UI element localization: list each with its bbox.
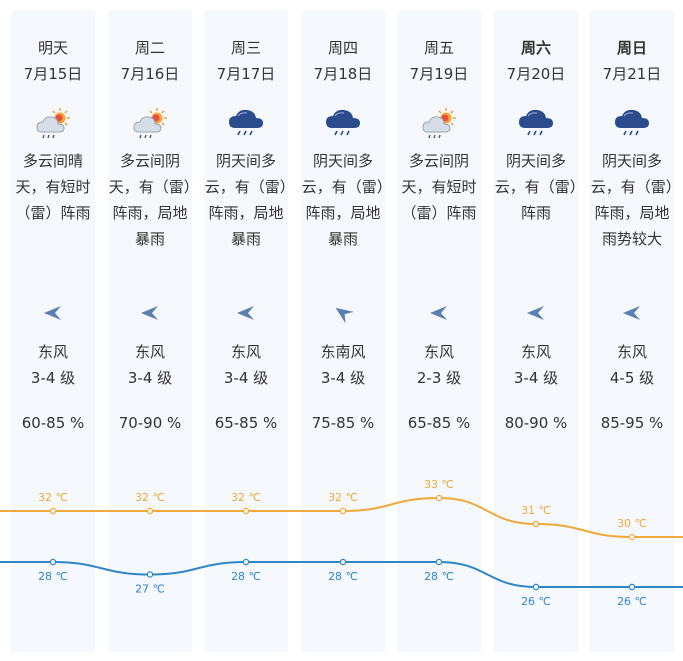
- high-temp-label: 32 ℃: [38, 491, 68, 504]
- wind-direction: 东风: [423, 343, 454, 361]
- thunderstorm-cloud-icon: [323, 106, 363, 142]
- low-temp-label: 26 ℃: [617, 595, 647, 608]
- day-label: 周二: [134, 39, 165, 57]
- wind-southeast-arrow-icon: [332, 302, 354, 324]
- partly-cloudy-thunder-icon: [419, 106, 459, 142]
- humidity-range: 70-90 %: [118, 414, 182, 432]
- high-temp-point: [242, 507, 250, 515]
- low-temp-label: 28 ℃: [424, 570, 454, 583]
- wind-east-arrow-icon: [621, 302, 643, 324]
- high-temp-line: [0, 496, 683, 538]
- low-temp-point: [628, 583, 636, 591]
- wind-level: 2-3 级: [416, 369, 462, 387]
- date-label: 7月17日: [216, 65, 276, 83]
- high-temp-label: 30 ℃: [617, 517, 647, 530]
- weather-description: 阴天间多云，有（雷）阵雨: [494, 152, 578, 222]
- low-temp-label: 28 ℃: [328, 570, 358, 583]
- partly-cloudy-thunder-icon: [130, 106, 170, 142]
- wind-direction: 东南风: [320, 343, 366, 361]
- wind-east-arrow-icon: [139, 302, 161, 324]
- day-label: 周三: [230, 39, 261, 57]
- date-label: 7月15日: [23, 65, 83, 83]
- weather-description: 多云间阴天，有短时（雷）阵雨: [401, 152, 477, 222]
- humidity-range: 65-85 %: [407, 414, 471, 432]
- wind-east-arrow-icon: [525, 302, 547, 324]
- high-temp-label: 32 ℃: [328, 491, 358, 504]
- wind-direction: 东风: [134, 343, 165, 361]
- wind-direction: 东风: [520, 343, 551, 361]
- wind-direction: 东风: [616, 343, 647, 361]
- high-temp-point: [146, 507, 154, 515]
- wind-level: 3-4 级: [30, 369, 76, 387]
- wind-direction: 东风: [37, 343, 68, 361]
- wind-level: 4-5 级: [609, 369, 655, 387]
- weather-description: 阴天间多云，有（雷）阵雨，局地雨势较大: [590, 152, 674, 248]
- high-temp-label: 33 ℃: [424, 478, 454, 491]
- high-temp-point: [532, 520, 540, 528]
- weather-description: 多云间晴天，有短时（雷）阵雨: [15, 152, 91, 222]
- high-temp-point: [435, 494, 443, 502]
- weather-description: 多云间阴天，有（雷）阵雨，局地暴雨: [108, 152, 192, 248]
- date-label: 7月21日: [602, 65, 662, 83]
- day-label: 周四: [327, 39, 358, 57]
- wind-east-arrow-icon: [42, 302, 64, 324]
- wind-level: 3-4 级: [223, 369, 269, 387]
- weather-description: 阴天间多云，有（雷）阵雨，局地暴雨: [204, 152, 288, 248]
- wind-level: 3-4 级: [513, 369, 559, 387]
- high-temp-point: [339, 507, 347, 515]
- high-temp-point: [49, 507, 57, 515]
- low-temp-label: 27 ℃: [135, 583, 165, 596]
- humidity-range: 85-95 %: [600, 414, 664, 432]
- low-temp-point: [339, 558, 347, 566]
- day-label: 周六: [520, 39, 551, 57]
- humidity-range: 60-85 %: [21, 414, 85, 432]
- date-label: 7月16日: [120, 65, 180, 83]
- day-label: 周日: [616, 39, 647, 57]
- humidity-range: 75-85 %: [311, 414, 375, 432]
- low-temp-point: [146, 571, 154, 578]
- wind-level: 3-4 级: [127, 369, 173, 387]
- low-temp-point: [49, 558, 57, 566]
- thunderstorm-cloud-icon: [226, 106, 266, 142]
- date-label: 7月18日: [313, 65, 373, 83]
- thunderstorm-cloud-icon: [516, 106, 556, 142]
- low-temp-label: 28 ℃: [231, 570, 261, 583]
- day-label: 周五: [423, 39, 454, 57]
- date-label: 7月19日: [409, 65, 469, 83]
- thunderstorm-cloud-icon: [612, 106, 652, 142]
- low-temp-point: [242, 558, 250, 566]
- date-label: 7月20日: [506, 65, 566, 83]
- partly-cloudy-thunder-icon: [33, 106, 73, 142]
- wind-level: 3-4 级: [320, 369, 366, 387]
- low-temp-label: 28 ℃: [38, 570, 68, 583]
- wind-east-arrow-icon: [235, 302, 257, 324]
- humidity-range: 80-90 %: [504, 414, 568, 432]
- wind-direction: 东风: [230, 343, 261, 361]
- high-temp-label: 31 ℃: [521, 504, 551, 517]
- humidity-range: 65-85 %: [214, 414, 278, 432]
- high-temp-label: 32 ℃: [135, 491, 165, 504]
- weather-description: 阴天间多云，有（雷）阵雨，局地暴雨: [301, 152, 385, 248]
- low-temp-label: 26 ℃: [521, 595, 551, 608]
- high-temp-point: [628, 533, 636, 541]
- low-temp-point: [435, 558, 443, 566]
- wind-east-arrow-icon: [428, 302, 450, 324]
- day-label: 明天: [37, 39, 68, 57]
- high-temp-label: 32 ℃: [231, 491, 261, 504]
- low-temp-point: [532, 583, 540, 591]
